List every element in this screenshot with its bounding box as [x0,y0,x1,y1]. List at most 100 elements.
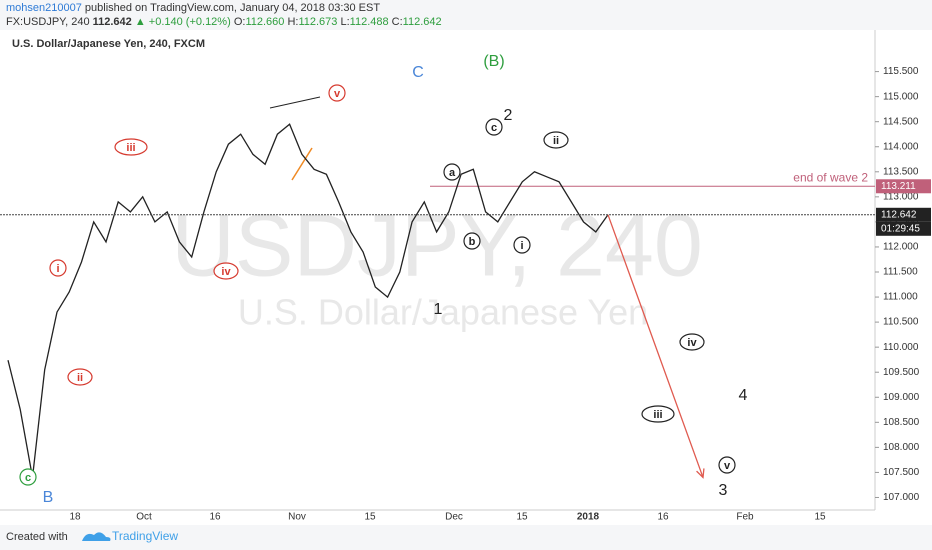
published: published on TradingView.com, January 04… [85,2,380,14]
y-tick-label: 107.000 [883,492,920,503]
ohlc-label: O: [234,16,246,28]
wave-label: 2 [504,107,513,124]
wave-label: b [469,236,476,248]
wave-label: c [25,472,31,484]
wave-circle [543,131,569,149]
y-tick-label: 114.500 [883,116,919,127]
countdown-tag [876,221,931,236]
ohlc-value: 112.673 [298,16,337,28]
wave-circle [679,333,705,351]
wave-circle [485,118,503,136]
x-tick-label: 16 [209,512,221,523]
footer-brand[interactable]: TradingView [112,529,178,543]
ohlc-label: H: [287,16,298,28]
wave-label: v [724,460,731,472]
y-tick-label: 115.000 [883,91,919,102]
y-tick-label: 112.000 [883,242,919,253]
last-price-value: 112.642 [881,209,917,220]
last-price-tag [876,207,931,222]
trend-line [291,147,313,181]
projection-head [696,468,705,479]
y-tick-label: 115.500 [883,66,919,77]
x-tick-label: Nov [288,512,306,523]
x-tick-label: 16 [657,512,669,523]
level-tag [876,179,931,194]
wave-label: a [449,167,456,179]
y-tick-label: 114.000 [883,141,919,152]
y-tick-label: 110.000 [883,342,919,353]
x-tick-label: 15 [364,512,376,523]
wave-circle [443,163,461,181]
countdown: 01:29:45 [881,223,920,234]
x-tick-label: 15 [814,512,826,523]
y-tick-label: 109.500 [883,367,920,378]
logo [82,532,111,541]
ohlc-label: L: [340,16,349,28]
wave-label: iii [126,142,135,154]
wave-label: 4 [739,387,748,404]
wave-circle [213,262,239,280]
wave-circle [49,259,67,277]
wave-circle [641,405,675,423]
user[interactable]: mohsen210007 [6,2,82,14]
y-tick-label: 108.500 [883,417,920,428]
y-tick-label: 111.000 [883,292,918,303]
ohlc-value: 112.488 [350,16,389,28]
x-tick-label: Feb [736,512,754,523]
wave-circle [19,468,37,486]
footer-bar [0,525,932,550]
wave-label: 3 [719,482,728,499]
ohlc: O:112.660 H:112.673 L:112.488 C:112.642 [234,16,442,28]
arrow: ▲ [135,16,146,28]
wave-label: ii [77,372,83,384]
wave-circle [463,232,481,250]
wave-label: i [520,240,523,252]
level-label: end of wave 2 [793,170,868,184]
y-tick-label: 111.500 [883,267,918,278]
change: +0.140 (+0.12%) [149,16,231,28]
level-value: 113.211 [881,181,916,192]
trend-line [269,96,321,109]
wave-label: iii [653,409,662,421]
wave-label: C [412,64,424,81]
y-tick-label: 107.500 [883,467,920,478]
wave-label: B [43,489,54,506]
wave-circle [328,84,346,102]
wave-label: ii [553,135,559,147]
quote-line: FX:USDJPY, 240 112.642 ▲ +0.140 (+0.12%)… [6,16,442,28]
wave-circle [513,236,531,254]
symbol: FX:USDJPY, 240 [6,16,90,28]
wave-label: (B) [483,53,504,70]
wave-circle [67,368,93,386]
plot: USDJPY, 240 U.S. Dollar/Japanese Yen U.S… [12,38,703,333]
wave-label: i [56,263,59,275]
header-bar [0,0,932,30]
wave-label: iv [687,337,697,349]
price: 112.642 [93,16,132,28]
x-tick-label: 2018 [577,512,600,523]
x-tick-label: Oct [136,512,152,523]
header-line: mohsen210007 published on TradingView.co… [6,2,380,14]
watermark: USDJPY, 240 [171,195,703,294]
wave-label: iv [221,266,231,278]
x-tick-label: 15 [516,512,528,523]
wave-label: 1 [434,301,443,318]
projection [607,214,704,478]
y-tick-label: 113.500 [883,166,919,177]
footer-text: Created with [6,531,68,543]
y-tick-label: 109.000 [883,392,920,403]
chart-title: U.S. Dollar/Japanese Yen, 240, FXCM [12,38,205,50]
wave-label: v [334,88,341,100]
ohlc-value: 112.642 [403,16,442,28]
y-tick-label: 113.000 [883,191,919,202]
x-tick-label: Dec [445,512,463,523]
y-tick-label: 110.500 [883,317,919,328]
y-tick-label: 108.000 [883,442,920,453]
watermark-sub: U.S. Dollar/Japanese Yen [238,292,648,333]
wave-circle [718,456,736,474]
wave-circle [114,138,148,156]
ohlc-value: 112.660 [245,16,284,28]
ohlc-label: C: [392,16,403,28]
